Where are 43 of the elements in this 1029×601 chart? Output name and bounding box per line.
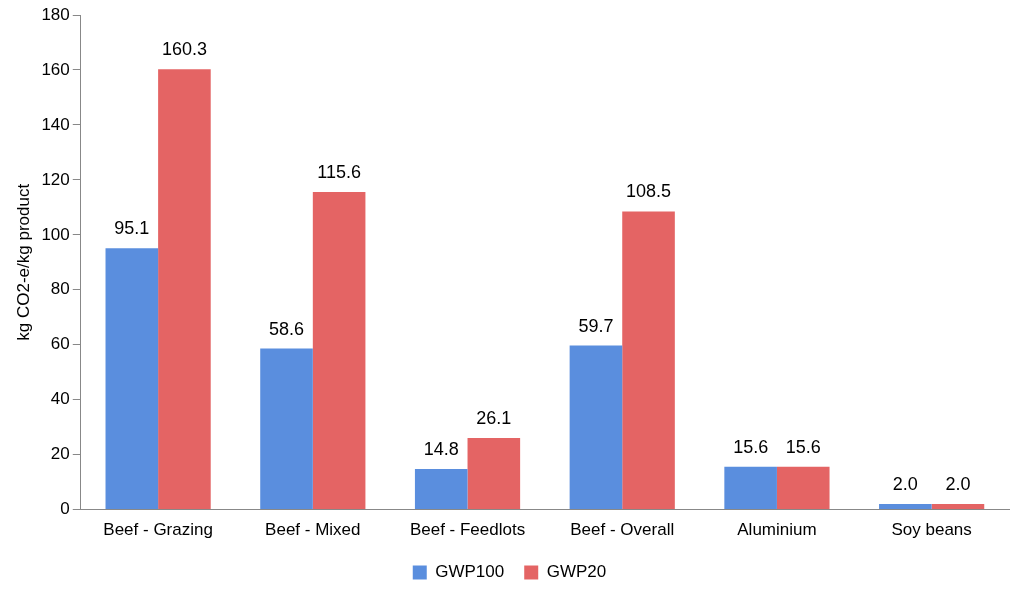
bar (158, 69, 211, 510)
data-label: 95.1 (114, 218, 150, 239)
bar (622, 211, 675, 510)
y-tick-label: 140 (41, 114, 70, 134)
bar (776, 466, 830, 510)
x-tick-label: Aluminium (737, 520, 817, 540)
x-tick-label: Soy beans (891, 520, 972, 540)
data-label: 2.0 (945, 474, 971, 495)
y-tick-label: 0 (60, 499, 70, 519)
bar (312, 191, 366, 510)
x-tick-label: Beef - Feedlots (409, 520, 526, 540)
y-axis-title: kg CO2-e/kg product (13, 183, 33, 341)
y-tick-label: 40 (50, 389, 70, 409)
bar (879, 504, 932, 510)
bar (569, 345, 623, 510)
y-tick-label: 160 (41, 59, 70, 79)
y-tick-label: 20 (50, 444, 70, 464)
bar (724, 466, 777, 510)
bar (414, 468, 468, 510)
y-tick-label: 180 (41, 4, 70, 24)
data-label: 2.0 (892, 474, 918, 495)
y-tick-label: 60 (50, 334, 70, 354)
x-tick-label: Beef - Mixed (265, 520, 361, 540)
bar (105, 248, 159, 510)
legend-label: GWP20 (546, 562, 607, 582)
legend-label: GWP100 (435, 562, 505, 582)
bar (931, 504, 985, 510)
data-label: 26.1 (476, 407, 512, 428)
data-label: 115.6 (317, 161, 361, 182)
data-label: 58.6 (269, 318, 305, 339)
data-label: 15.6 (733, 436, 769, 457)
bar (260, 348, 313, 510)
data-label: 14.8 (423, 438, 459, 459)
data-label: 59.7 (578, 315, 614, 336)
y-tick-label: 120 (41, 169, 70, 189)
data-label: 15.6 (785, 436, 821, 457)
data-label: 108.5 (626, 181, 672, 202)
x-tick-label: Beef - Overall (570, 520, 675, 540)
y-tick-label: 80 (50, 279, 70, 299)
data-label: 160.3 (161, 39, 207, 60)
y-tick-label: 100 (41, 224, 70, 244)
x-tick-label: Beef - Grazing (103, 520, 213, 540)
bar (467, 437, 521, 510)
